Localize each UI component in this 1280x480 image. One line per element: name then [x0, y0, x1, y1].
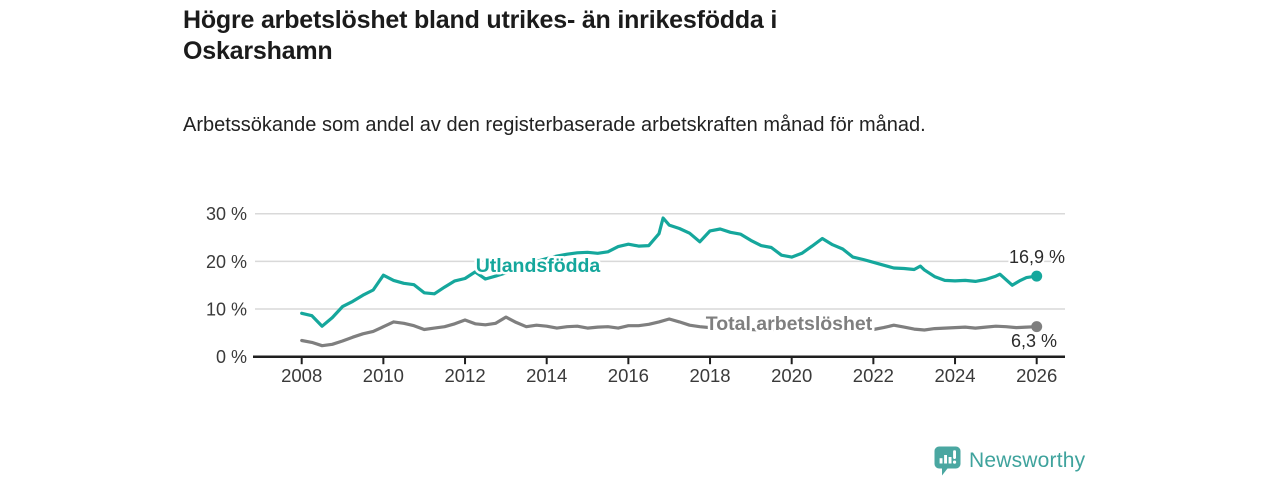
bar-chart-speech-bubble-icon	[934, 446, 961, 476]
newsworthy-logo: Newsworthy	[934, 445, 1085, 477]
series-label-total-arbetsloshet: Total arbetslöshet	[706, 313, 873, 335]
x-tick-label: 2016	[608, 365, 649, 386]
series-line-total-arbetsl-shet	[300, 315, 1039, 348]
newsworthy-logo-text: Newsworthy	[969, 449, 1086, 472]
series-endpoint-dot	[1031, 270, 1043, 282]
x-tick-label: 2008	[281, 365, 322, 386]
x-tick-label: 2020	[771, 365, 812, 386]
data-series	[300, 216, 1043, 348]
x-axis	[253, 355, 1065, 365]
y-tick-label: 20 %	[206, 252, 247, 272]
series-endpoint-dot	[1031, 321, 1043, 333]
chart-subtitle: Arbetssökande som andel av den registerb…	[183, 114, 926, 136]
y-tick-label: 0 %	[216, 347, 247, 367]
x-tick-label: 2014	[526, 365, 567, 386]
x-tick-label: 2010	[363, 365, 404, 386]
x-tick-label: 2026	[1016, 365, 1057, 386]
x-tick-label: 2012	[444, 365, 485, 386]
axis-tick-labels: 0 % 10 % 20 % 30 % 2008 2010 2012 2014 2016 2018 2…	[206, 204, 1057, 386]
end-value-label-total: 6,3 %	[1011, 331, 1057, 351]
x-tick-label: 2024	[934, 365, 975, 386]
x-tick-label: 2022	[853, 365, 894, 386]
series-label-utlandsfodda: Utlandsfödda	[476, 255, 601, 277]
end-value-label-utlandsfodda: 16,9 %	[1009, 247, 1065, 267]
gridlines	[255, 212, 1065, 310]
y-tick-label: 10 %	[206, 300, 247, 320]
series-line-utlandsf-dda	[300, 216, 1039, 328]
page-title: Högre arbetslöshet bland utrikes- än inr…	[183, 6, 778, 65]
y-tick-label: 30 %	[206, 204, 247, 224]
x-tick-label: 2018	[689, 365, 730, 386]
